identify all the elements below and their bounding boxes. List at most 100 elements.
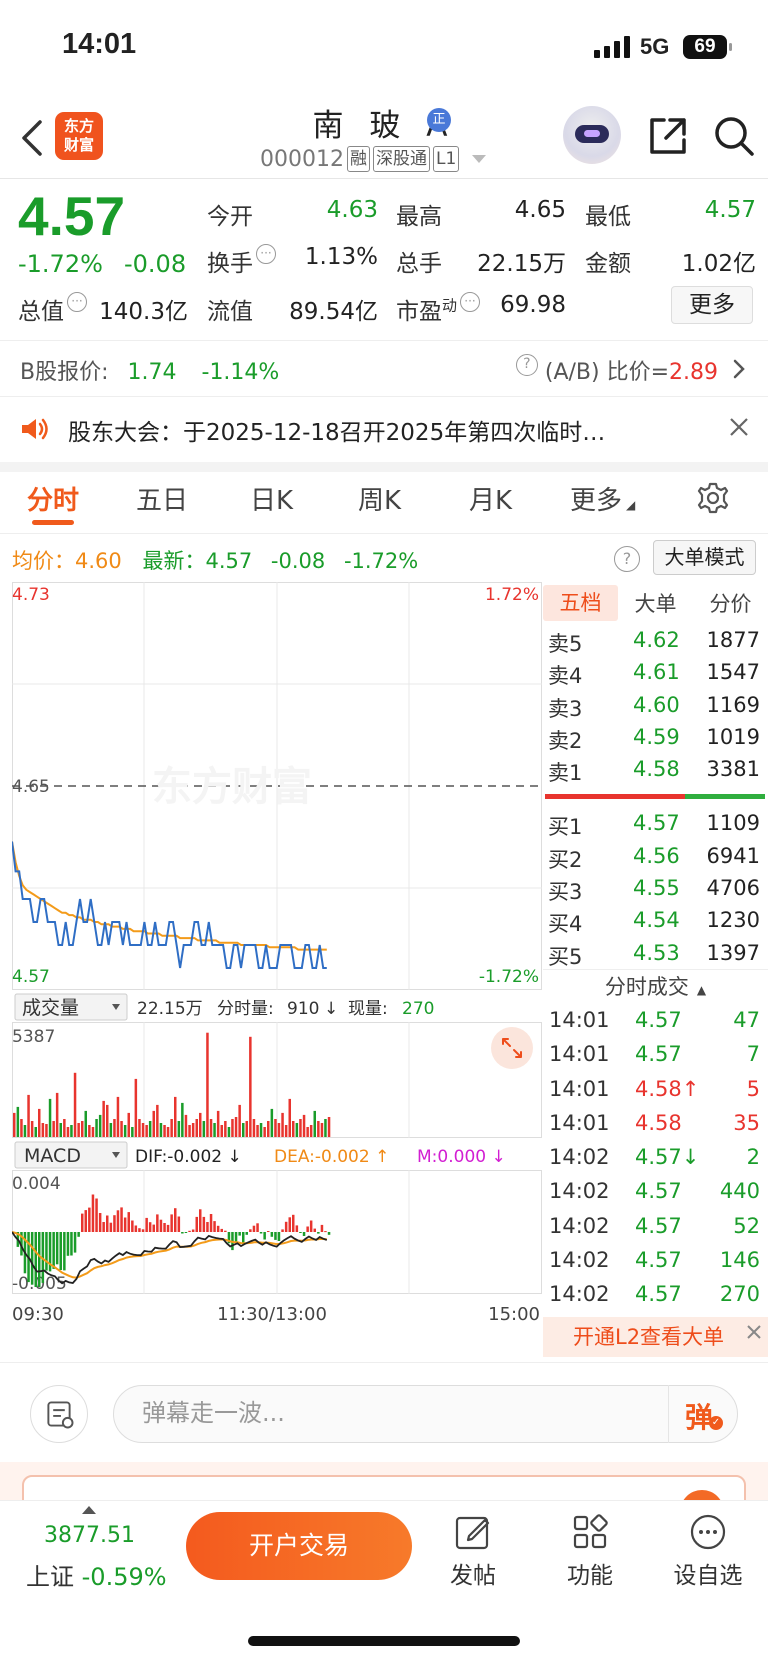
b-share-row[interactable]: B股报价: 1.74 -1.14%: [20, 354, 279, 386]
ask-row[interactable]: 卖4 4.61 1547: [543, 656, 768, 688]
bid-row[interactable]: 买5 4.53 1397: [543, 937, 768, 969]
volume-bar: [263, 1127, 266, 1137]
current-price: 4.57: [18, 185, 126, 247]
ask-row[interactable]: 卖3 4.60 1169: [543, 689, 768, 721]
mcap-label[interactable]: 总值 ···: [18, 292, 87, 326]
macd-bar: [238, 1232, 241, 1236]
volume-bar: [123, 1125, 127, 1137]
macd-bar: [134, 1225, 138, 1232]
nav-add-watchlist[interactable]: 设自选: [663, 1512, 753, 1590]
search-icon[interactable]: [712, 114, 756, 158]
close-icon[interactable]: [728, 416, 750, 438]
notice-text[interactable]: 股东大会：于2025-12-18召开2025年第四次临时…: [68, 420, 606, 446]
more-button[interactable]: 更多: [671, 286, 753, 324]
volume-selector[interactable]: [14, 993, 128, 1021]
tab-five-day[interactable]: 五日: [136, 486, 189, 516]
ai-assistant-icon[interactable]: [563, 106, 621, 164]
macd-bar: [106, 1215, 109, 1232]
tab-intraday[interactable]: 分时: [27, 486, 80, 516]
price-axis-mid: 4.65: [12, 777, 50, 797]
volume-bar: [231, 1119, 234, 1137]
tab-price-dist[interactable]: 分价: [709, 592, 752, 616]
tab-five-levels[interactable]: 五档: [543, 585, 618, 621]
tab-monthly-k[interactable]: 月K: [469, 486, 513, 516]
ask-row[interactable]: 卖2 4.59 1019: [543, 721, 768, 753]
tab-weekly-k[interactable]: 周K: [358, 486, 402, 516]
macd-selector[interactable]: [14, 1141, 128, 1169]
app-logo[interactable]: 东方 财富: [55, 112, 103, 160]
volume-bar: [220, 1125, 223, 1137]
grid-icon: [573, 1514, 608, 1549]
down-arrow-icon: ↓: [324, 999, 338, 1019]
macd-bar: [59, 1232, 62, 1270]
trade-volume: 270: [719, 1282, 760, 1307]
volume-bar: [66, 1127, 70, 1137]
trade-list[interactable]: 14:01 4.57 47 14:01 4.57 7 14:01 4.58↑ 5 14:01 4.5…: [543, 1003, 768, 1312]
volume-bar: [252, 1119, 256, 1137]
macd-bar: [63, 1232, 66, 1271]
dea-label: DEA:: [274, 1147, 315, 1167]
volume-selector-label: 成交量: [22, 997, 79, 1019]
tab-daily-k[interactable]: 日K: [250, 486, 294, 516]
bid-row[interactable]: 买4 4.54 1230: [543, 904, 768, 936]
macd-bar: [145, 1217, 148, 1232]
index-value[interactable]: 3877.51: [44, 1523, 135, 1548]
back-icon[interactable]: [18, 118, 48, 158]
caret-up-icon[interactable]: [82, 1506, 96, 1514]
bid-row[interactable]: 买1 4.57 1109: [543, 807, 768, 839]
tab-big-orders[interactable]: 大单: [634, 592, 677, 616]
info-icon[interactable]: ···: [256, 244, 276, 264]
nav-functions[interactable]: 功能: [545, 1512, 635, 1590]
volume-bar: [70, 1125, 73, 1137]
expand-button[interactable]: [491, 1027, 533, 1069]
share-icon[interactable]: [646, 114, 690, 158]
macd-bar: [48, 1232, 52, 1272]
danmu-list-icon[interactable]: [30, 1385, 88, 1443]
tab-more[interactable]: 更多 ◢: [570, 480, 635, 517]
open-account-trade-button[interactable]: 开户交易: [186, 1512, 412, 1580]
trade-time: 14:02: [549, 1179, 610, 1204]
macd-selector-label: MACD: [24, 1145, 81, 1167]
macd-bar: [84, 1210, 87, 1232]
ask-row[interactable]: 卖1 4.58 3381: [543, 753, 768, 785]
macd-bar: [55, 1232, 59, 1265]
danmu-input[interactable]: 弹幕走一波...: [113, 1385, 738, 1443]
macd-axis-top: 0.004: [12, 1174, 61, 1194]
volume-bar: [199, 1112, 202, 1137]
volume-bar: [306, 1127, 309, 1137]
macd-bar: [102, 1222, 105, 1232]
volume-bar: [292, 1121, 295, 1137]
bid-row[interactable]: 买3 4.55 4706: [543, 872, 768, 904]
ab-ratio[interactable]: ? (A/B) 比价=2.89: [513, 354, 718, 386]
info-icon[interactable]: ···: [460, 292, 481, 312]
trade-price: 4.57: [635, 1282, 682, 1307]
volume-bar: [59, 1123, 62, 1137]
turnover-label[interactable]: 换手 ···: [207, 244, 276, 278]
intraday-chart[interactable]: 东方财富 4.73 4.65 4.57 1.72% -1.72% 成交量 22.…: [12, 582, 542, 1362]
close-icon[interactable]: [746, 1324, 762, 1340]
trade-row: 14:01 4.58 35: [543, 1106, 768, 1140]
big-order-mode-button[interactable]: 大单模式: [653, 540, 756, 575]
gear-icon[interactable]: [696, 481, 730, 515]
help-icon[interactable]: ?: [515, 354, 538, 376]
nav-post[interactable]: 发帖: [428, 1512, 518, 1590]
up-arrow-icon: ↑: [370, 1147, 390, 1167]
macd-bar: [206, 1222, 209, 1232]
danmu-send-button[interactable]: 弹 ✓: [668, 1385, 738, 1443]
pe-label-text: 市盈: [396, 299, 442, 325]
trades-header[interactable]: 分时成交 ▲: [543, 968, 768, 1003]
index-name[interactable]: 上证 -0.59%: [26, 1557, 167, 1592]
volume-bar: [206, 1032, 209, 1137]
bid-row[interactable]: 买2 4.56 6941: [543, 840, 768, 872]
pe-label[interactable]: 市盈动 ···: [396, 292, 481, 326]
chevron-down-icon[interactable]: [472, 155, 487, 163]
stock-subline[interactable]: 000012 融 深股通 L1: [260, 146, 487, 172]
chevron-right-icon[interactable]: [732, 358, 746, 380]
b-share-pct: -1.14%: [201, 360, 280, 385]
trade-row: 14:02 4.57 440: [543, 1174, 768, 1208]
l2-banner[interactable]: 开通L2查看大单: [543, 1317, 768, 1357]
help-icon[interactable]: ?: [614, 546, 640, 572]
level-name: 买4: [548, 912, 583, 937]
info-icon[interactable]: ···: [67, 292, 87, 312]
ask-row[interactable]: 卖5 4.62 1877: [543, 624, 768, 656]
